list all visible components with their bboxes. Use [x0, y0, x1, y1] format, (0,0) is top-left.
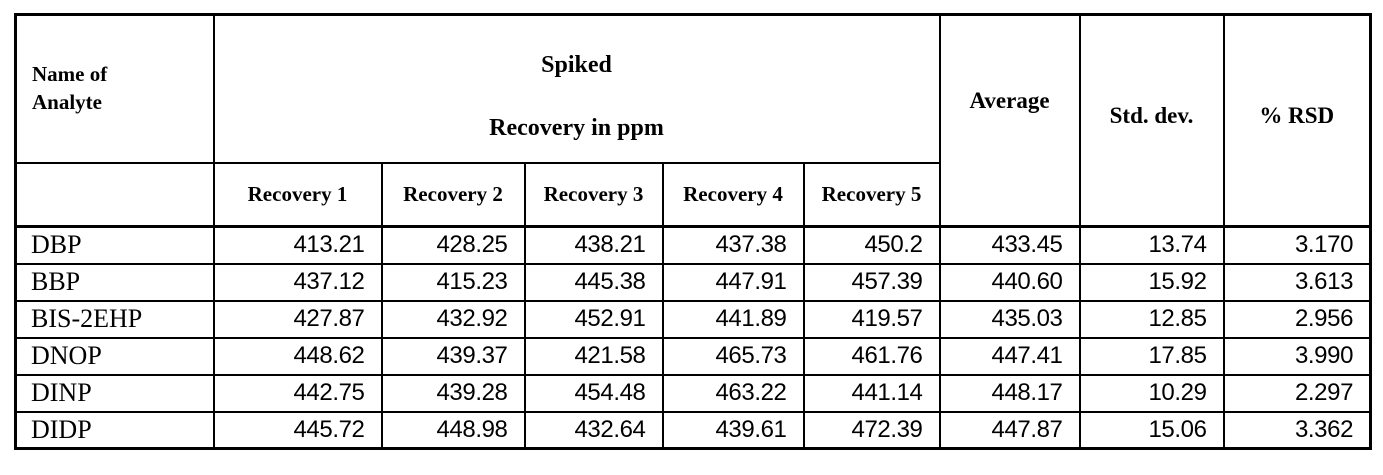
recovery-value-cell: 448.98	[380, 410, 526, 450]
recovery-value-cell: 415.23	[380, 262, 526, 302]
analyte-name-cell: BBP	[14, 262, 215, 302]
analyte-header-cell: Name of Analyte	[14, 13, 215, 164]
recovery-value-cell: 427.87	[212, 299, 383, 339]
rsd-header-cell: % RSD	[1222, 13, 1372, 228]
average-value-cell: 448.17	[938, 373, 1081, 413]
recovery-value-cell: 439.61	[661, 410, 805, 450]
recovery-value-cell: 448.62	[212, 336, 383, 376]
stddev-value-cell: 15.06	[1078, 410, 1225, 450]
stddev-value-cell: 13.74	[1078, 225, 1225, 265]
rsd-value-cell: 3.990	[1222, 336, 1372, 376]
spiked-recovery-header-cell: Spiked Recovery in ppm	[212, 13, 941, 164]
stddev-value-cell: 10.29	[1078, 373, 1225, 413]
table-row: DIDP 445.72 448.98 432.64 439.61 472.39 …	[14, 410, 1372, 450]
average-value-cell: 433.45	[938, 225, 1081, 265]
recovery-value-cell: 442.75	[212, 373, 383, 413]
empty-header-cell	[14, 161, 215, 228]
table-row: DBP 413.21 428.25 438.21 437.38 450.2 43…	[14, 225, 1372, 265]
table-row: BIS-2EHP 427.87 432.92 452.91 441.89 419…	[14, 299, 1372, 339]
recovery-value-cell: 450.2	[802, 225, 941, 265]
average-header-cell: Average	[938, 13, 1081, 228]
stddev-header-label: Std. dev.	[1109, 102, 1194, 128]
recovery-value-cell: 463.22	[661, 373, 805, 413]
analyte-name-cell: DINP	[14, 373, 215, 413]
recovery-value-cell: 432.92	[380, 299, 526, 339]
stddev-value-cell: 15.92	[1078, 262, 1225, 302]
recovery-value-cell: 419.57	[802, 299, 941, 339]
rsd-value-cell: 2.956	[1222, 299, 1372, 339]
analyte-name-cell: BIS-2EHP	[14, 299, 215, 339]
recovery-value-cell: 441.89	[661, 299, 805, 339]
recovery-value-cell: 439.37	[380, 336, 526, 376]
recovery-5-header-cell: Recovery 5	[802, 161, 941, 228]
average-value-cell: 447.87	[938, 410, 1081, 450]
recovery-value-cell: 432.64	[523, 410, 664, 450]
recovery-value-cell: 465.73	[661, 336, 805, 376]
recovery-value-cell: 457.39	[802, 262, 941, 302]
average-value-cell: 447.41	[938, 336, 1081, 376]
recovery-1-header-cell: Recovery 1	[212, 161, 383, 228]
recovery-4-header-cell: Recovery 4	[661, 161, 805, 228]
header-row-recoveries: Recovery 1 Recovery 2 Recovery 3 Recover…	[14, 161, 1371, 228]
recovery-value-cell: 437.38	[661, 225, 805, 265]
analyte-name-cell: DNOP	[14, 336, 215, 376]
recovery-value-cell: 452.91	[523, 299, 664, 339]
stddev-value-cell: 12.85	[1078, 299, 1225, 339]
spiked-recovery-table: Name of Analyte Spiked Recovery in ppm A…	[14, 13, 1373, 450]
recovery-value-cell: 428.25	[380, 225, 526, 265]
analyte-name-cell: DBP	[14, 225, 215, 265]
rsd-header-label: % RSD	[1259, 102, 1335, 128]
analyte-header-label: Name of Analyte	[32, 62, 108, 114]
recovery-value-cell: 461.76	[802, 336, 941, 376]
recovery-value-cell: 441.14	[802, 373, 941, 413]
recovery-value-cell: 445.72	[212, 410, 383, 450]
recovery-value-cell: 447.91	[661, 262, 805, 302]
table-row: DNOP 448.62 439.37 421.58 465.73 461.76 …	[14, 336, 1372, 376]
recovery-value-cell: 438.21	[523, 225, 664, 265]
spiked-header-line2: Recovery in ppm	[489, 114, 664, 141]
rsd-value-cell: 3.170	[1222, 225, 1372, 265]
stddev-value-cell: 17.85	[1078, 336, 1225, 376]
header-row-top: Name of Analyte Spiked Recovery in ppm A…	[14, 13, 1372, 228]
recovery-value-cell: 439.28	[380, 373, 526, 413]
recovery-value-cell: 454.48	[523, 373, 664, 413]
table-row: DINP 442.75 439.28 454.48 463.22 441.14 …	[14, 373, 1372, 413]
average-header-label: Average	[969, 87, 1050, 113]
average-value-cell: 435.03	[938, 299, 1081, 339]
rsd-value-cell: 3.613	[1222, 262, 1372, 302]
table-row: BBP 437.12 415.23 445.38 447.91 457.39 4…	[14, 262, 1372, 302]
stddev-header-cell: Std. dev.	[1078, 13, 1225, 228]
recovery-2-header-cell: Recovery 2	[380, 161, 526, 228]
rsd-value-cell: 2.297	[1222, 373, 1372, 413]
rsd-value-cell: 3.362	[1222, 410, 1372, 450]
recovery-value-cell: 472.39	[802, 410, 941, 450]
recovery-value-cell: 421.58	[523, 336, 664, 376]
average-value-cell: 440.60	[938, 262, 1081, 302]
spiked-header-line1: Spiked	[541, 52, 612, 79]
recovery-value-cell: 437.12	[212, 262, 383, 302]
recovery-value-cell: 413.21	[212, 225, 383, 265]
analyte-name-cell: DIDP	[14, 410, 215, 450]
recovery-value-cell: 445.38	[523, 262, 664, 302]
recovery-3-header-cell: Recovery 3	[523, 161, 664, 228]
